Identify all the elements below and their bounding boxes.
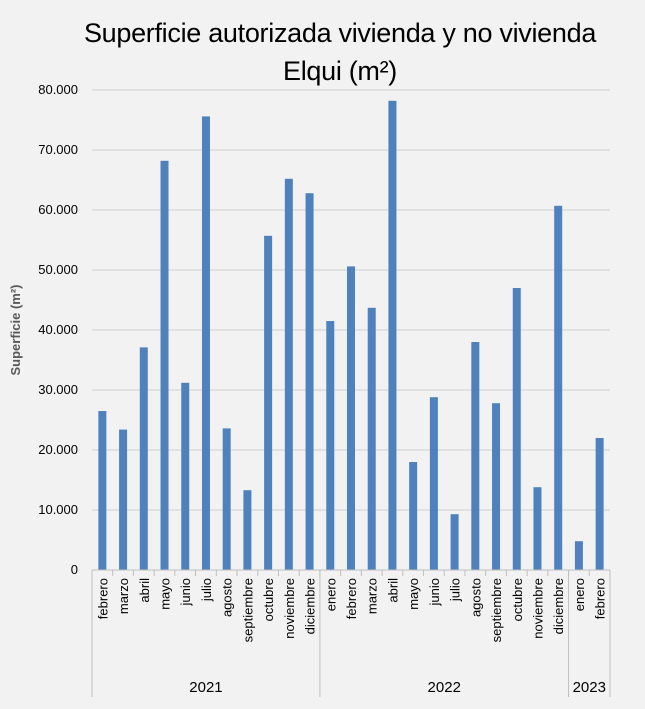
bar — [409, 462, 418, 570]
category-label: mayo — [158, 578, 173, 610]
bar — [450, 514, 459, 570]
bar — [181, 382, 190, 570]
y-axis-label: Superficie (m²) — [8, 284, 23, 375]
bar — [160, 160, 169, 571]
category-label: agosto — [220, 578, 235, 617]
bar — [512, 288, 521, 570]
category-label: enero — [323, 578, 338, 611]
bar — [119, 429, 128, 570]
bar — [139, 347, 148, 570]
category-label: enero — [572, 578, 587, 611]
bar — [347, 266, 355, 570]
category-label: junio — [178, 578, 193, 606]
bar — [471, 342, 480, 570]
bar — [284, 178, 293, 571]
category-label: marzo — [116, 578, 131, 614]
category-label: octubre — [510, 578, 525, 621]
bar — [554, 205, 563, 571]
category-label: diciembre — [303, 578, 318, 634]
category-label: marzo — [365, 578, 380, 614]
bar — [388, 100, 397, 571]
bar — [367, 307, 376, 570]
bar — [98, 411, 107, 570]
category-label: diciembre — [551, 578, 566, 634]
category-label: abril — [137, 578, 152, 603]
y-tick-label: 40.000 — [38, 322, 78, 337]
y-tick-label: 20.000 — [38, 442, 78, 457]
category-label: agosto — [468, 578, 483, 617]
y-tick-label: 80.000 — [38, 82, 78, 97]
chart-title: Superficie autorizada vivienda y no vivi… — [83, 18, 597, 86]
bar — [492, 403, 501, 570]
category-label: mayo — [406, 578, 421, 610]
year-group-label: 2023 — [573, 679, 606, 696]
bar — [429, 397, 438, 570]
category-label: julio — [199, 578, 214, 602]
bar — [595, 438, 604, 570]
bar — [533, 487, 542, 570]
category-label: septiembre — [240, 578, 255, 642]
category-label: febrero — [593, 578, 608, 619]
category-label: octubre — [261, 578, 276, 621]
y-tick-label: 70.000 — [38, 142, 78, 157]
bar — [574, 541, 583, 570]
year-group-label: 2022 — [428, 679, 461, 696]
category-label: junio — [427, 578, 442, 606]
year-group-label: 2021 — [189, 679, 222, 696]
category-label: noviembre — [282, 578, 297, 639]
y-tick-label: 60.000 — [38, 202, 78, 217]
category-label: noviembre — [530, 578, 545, 639]
category-label: abril — [385, 578, 400, 603]
y-tick-label: 0 — [71, 562, 78, 577]
bar — [201, 116, 210, 571]
y-tick-label: 30.000 — [38, 382, 78, 397]
category-label: febrero — [95, 578, 110, 619]
category-label: julio — [448, 578, 463, 602]
y-tick-label: 50.000 — [38, 262, 78, 277]
category-label: febrero — [344, 578, 359, 619]
category-label: septiembre — [489, 578, 504, 642]
bar — [264, 235, 273, 571]
bar — [243, 490, 252, 570]
bar — [222, 428, 231, 570]
bar — [326, 321, 335, 570]
bar — [305, 193, 314, 570]
y-tick-label: 10.000 — [38, 502, 78, 517]
